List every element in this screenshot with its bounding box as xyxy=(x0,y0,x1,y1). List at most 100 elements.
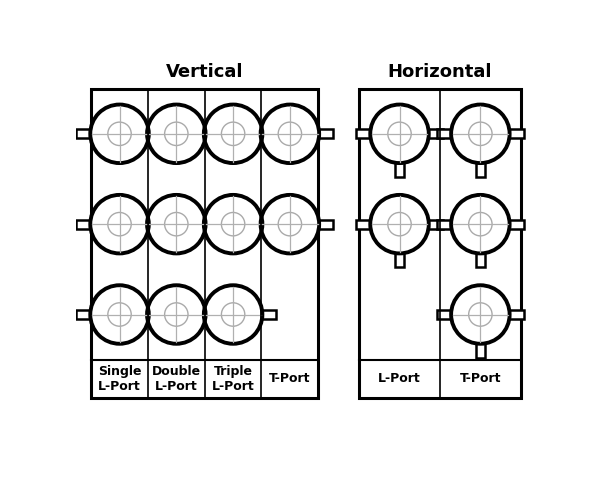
Bar xyxy=(91,89,318,398)
Circle shape xyxy=(108,303,131,326)
Wedge shape xyxy=(261,195,319,224)
Bar xyxy=(260,310,276,319)
Wedge shape xyxy=(91,224,148,253)
Circle shape xyxy=(278,122,302,146)
Bar xyxy=(437,130,453,138)
Wedge shape xyxy=(481,195,509,224)
Wedge shape xyxy=(176,224,205,244)
Bar xyxy=(190,310,206,319)
Bar xyxy=(190,220,206,228)
Bar xyxy=(203,130,220,138)
Wedge shape xyxy=(400,195,428,253)
Bar xyxy=(437,310,453,319)
Bar xyxy=(476,251,485,268)
Text: T-Port: T-Port xyxy=(269,373,311,386)
Bar xyxy=(147,220,163,228)
Circle shape xyxy=(147,285,206,344)
Text: Horizontal: Horizontal xyxy=(388,63,492,80)
Circle shape xyxy=(370,195,429,254)
Circle shape xyxy=(165,122,188,146)
Wedge shape xyxy=(481,224,509,244)
Bar xyxy=(76,310,93,319)
Bar xyxy=(260,130,276,138)
Circle shape xyxy=(204,105,263,163)
Circle shape xyxy=(261,105,319,163)
Circle shape xyxy=(108,213,131,236)
Wedge shape xyxy=(176,195,205,224)
Circle shape xyxy=(388,213,411,236)
Circle shape xyxy=(370,105,429,163)
Circle shape xyxy=(147,105,206,163)
Circle shape xyxy=(147,195,206,254)
Wedge shape xyxy=(451,286,481,343)
Wedge shape xyxy=(233,195,262,224)
Circle shape xyxy=(261,105,319,163)
Bar xyxy=(507,310,524,319)
Wedge shape xyxy=(176,315,205,335)
Wedge shape xyxy=(91,315,119,343)
Circle shape xyxy=(90,105,148,163)
Circle shape xyxy=(147,195,206,254)
Text: T-Port: T-Port xyxy=(460,373,501,386)
Circle shape xyxy=(278,213,302,236)
Text: Single
L-Port: Single L-Port xyxy=(98,365,141,393)
Bar xyxy=(247,130,263,138)
Wedge shape xyxy=(147,204,176,244)
Bar xyxy=(356,130,372,138)
Bar xyxy=(317,220,333,228)
Bar xyxy=(133,310,149,319)
Circle shape xyxy=(90,195,148,254)
Wedge shape xyxy=(233,286,262,315)
Circle shape xyxy=(147,285,206,344)
Wedge shape xyxy=(233,224,262,253)
Circle shape xyxy=(469,122,492,146)
Bar xyxy=(203,220,220,228)
Bar xyxy=(247,220,263,228)
Wedge shape xyxy=(481,315,509,335)
Wedge shape xyxy=(147,294,176,335)
Circle shape xyxy=(204,285,263,344)
Wedge shape xyxy=(147,113,176,154)
Wedge shape xyxy=(233,134,262,163)
Circle shape xyxy=(90,105,148,163)
Circle shape xyxy=(204,195,263,254)
Circle shape xyxy=(469,213,492,236)
Wedge shape xyxy=(233,315,262,343)
Wedge shape xyxy=(91,105,148,134)
Wedge shape xyxy=(261,105,319,134)
Circle shape xyxy=(451,195,510,254)
Bar xyxy=(437,220,453,228)
Circle shape xyxy=(204,105,263,163)
Wedge shape xyxy=(176,105,205,134)
Bar xyxy=(476,341,485,358)
Bar xyxy=(359,89,521,398)
Circle shape xyxy=(451,195,510,254)
Bar xyxy=(356,220,372,228)
Bar xyxy=(426,220,443,228)
Wedge shape xyxy=(481,134,509,154)
Wedge shape xyxy=(204,286,233,315)
Text: Triple
L-Port: Triple L-Port xyxy=(211,365,254,393)
Circle shape xyxy=(451,285,510,344)
Circle shape xyxy=(370,105,429,163)
Text: L-Port: L-Port xyxy=(378,373,421,386)
Bar xyxy=(507,220,524,228)
Wedge shape xyxy=(481,113,509,134)
Circle shape xyxy=(204,195,263,254)
Wedge shape xyxy=(204,105,233,134)
Wedge shape xyxy=(371,105,400,163)
Circle shape xyxy=(204,285,263,344)
Bar xyxy=(190,130,206,138)
Circle shape xyxy=(451,105,510,163)
Circle shape xyxy=(90,285,148,344)
Bar xyxy=(507,130,524,138)
Circle shape xyxy=(261,195,319,254)
Bar xyxy=(317,130,333,138)
Circle shape xyxy=(222,213,245,236)
Circle shape xyxy=(90,195,148,254)
Text: Vertical: Vertical xyxy=(166,63,244,80)
Wedge shape xyxy=(233,105,262,134)
Circle shape xyxy=(469,303,492,326)
Bar xyxy=(147,130,163,138)
Circle shape xyxy=(451,105,510,163)
